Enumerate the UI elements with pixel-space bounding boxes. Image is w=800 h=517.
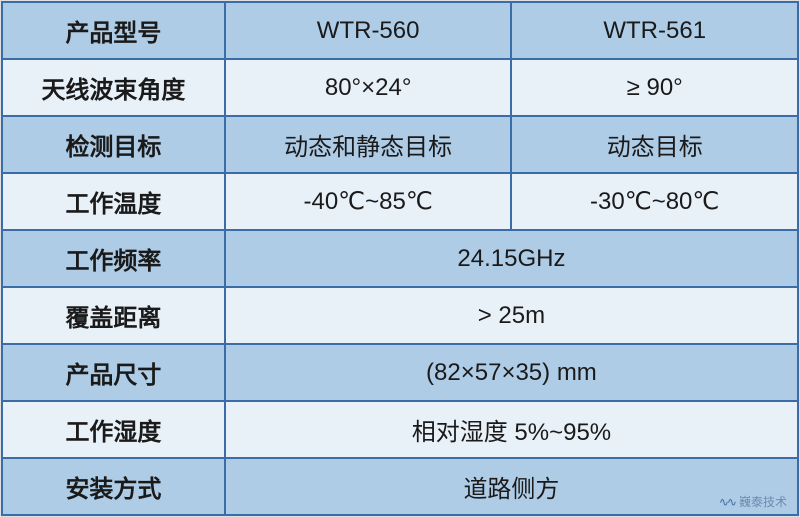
table-row: 产品尺寸(82×57×35) mm bbox=[2, 344, 798, 401]
row-value-merged: 24.15GHz bbox=[225, 230, 798, 287]
table-row: 覆盖距离> 25m bbox=[2, 287, 798, 344]
row-value-merged: (82×57×35) mm bbox=[225, 344, 798, 401]
table-row: 工作频率24.15GHz bbox=[2, 230, 798, 287]
row-value-1: 动态和静态目标 bbox=[225, 116, 512, 173]
row-label: 工作频率 bbox=[2, 230, 225, 287]
table-row: 产品型号WTR-560WTR-561 bbox=[2, 2, 798, 59]
row-value-1: WTR-560 bbox=[225, 2, 512, 59]
spec-table: 产品型号WTR-560WTR-561天线波束角度80°×24°≥ 90°检测目标… bbox=[1, 1, 799, 516]
table-row: 工作温度-40℃~85℃-30℃~80℃ bbox=[2, 173, 798, 230]
watermark: ∿∿ 巍泰技术 bbox=[719, 493, 787, 510]
row-label: 产品型号 bbox=[2, 2, 225, 59]
row-value-2: 动态目标 bbox=[511, 116, 798, 173]
table-row: 检测目标动态和静态目标动态目标 bbox=[2, 116, 798, 173]
watermark-text: 巍泰技术 bbox=[739, 493, 787, 510]
row-label: 产品尺寸 bbox=[2, 344, 225, 401]
row-value-1: 80°×24° bbox=[225, 59, 512, 116]
row-label: 工作湿度 bbox=[2, 401, 225, 458]
table-row: 天线波束角度80°×24°≥ 90° bbox=[2, 59, 798, 116]
watermark-icon: ∿∿ bbox=[719, 495, 735, 509]
row-value-merged: 道路侧方 bbox=[225, 458, 798, 515]
row-value-1: -40℃~85℃ bbox=[225, 173, 512, 230]
table-row: 安装方式道路侧方 bbox=[2, 458, 798, 515]
row-label: 安装方式 bbox=[2, 458, 225, 515]
row-value-merged: > 25m bbox=[225, 287, 798, 344]
row-label: 检测目标 bbox=[2, 116, 225, 173]
row-label: 工作温度 bbox=[2, 173, 225, 230]
row-value-merged: 相对湿度 5%~95% bbox=[225, 401, 798, 458]
row-label: 覆盖距离 bbox=[2, 287, 225, 344]
row-value-2: -30℃~80℃ bbox=[511, 173, 798, 230]
row-value-2: WTR-561 bbox=[511, 2, 798, 59]
row-value-2: ≥ 90° bbox=[511, 59, 798, 116]
table-row: 工作湿度相对湿度 5%~95% bbox=[2, 401, 798, 458]
row-label: 天线波束角度 bbox=[2, 59, 225, 116]
